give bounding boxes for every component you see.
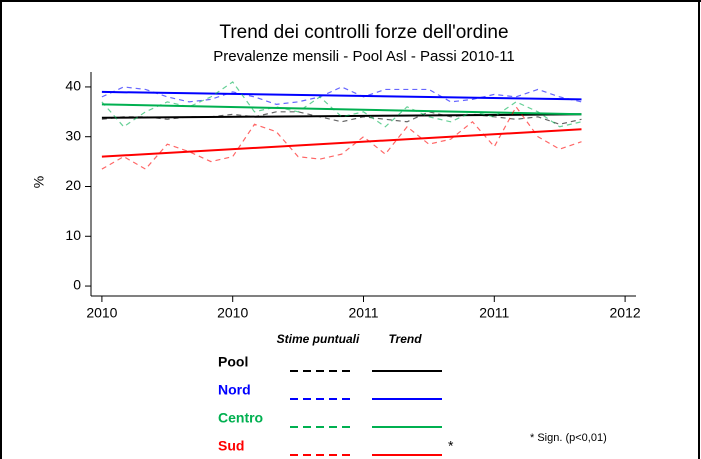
trend-line [101, 128, 582, 158]
trend-line [101, 113, 582, 119]
legend-header: Trend [388, 332, 422, 346]
legend-label: Nord [218, 382, 251, 398]
y-tick-label: 40 [65, 78, 81, 94]
y-axis-label: % [31, 176, 47, 188]
trend-line [101, 103, 582, 116]
chart-subtitle: Prevalenze mensili - Pool Asl - Passi 20… [213, 48, 515, 65]
estimate-line [101, 105, 582, 170]
y-tick-label: 0 [73, 277, 81, 293]
x-tick-label: 2011 [479, 305, 509, 321]
x-tick-label: 2012 [610, 305, 641, 321]
chart-title: Trend dei controlli forze dell'ordine [219, 22, 508, 43]
trend-line [101, 90, 582, 101]
significance-mark: * [448, 438, 454, 454]
x-tick-label: 2011 [348, 305, 378, 321]
legend-label: Sud [218, 438, 244, 454]
x-tick-label: 2010 [86, 305, 117, 321]
estimate-line [101, 111, 582, 125]
x-tick-label: 2010 [217, 305, 248, 321]
estimate-line [101, 86, 582, 105]
legend-label: Pool [218, 354, 248, 370]
note: * Sign. (p<0,01) [530, 432, 607, 444]
y-tick-label: 30 [65, 127, 81, 143]
legend-label: Centro [218, 410, 263, 426]
y-tick-label: 20 [65, 177, 81, 193]
legend-header: Stime puntuali [277, 332, 360, 346]
y-tick-label: 10 [65, 227, 81, 243]
